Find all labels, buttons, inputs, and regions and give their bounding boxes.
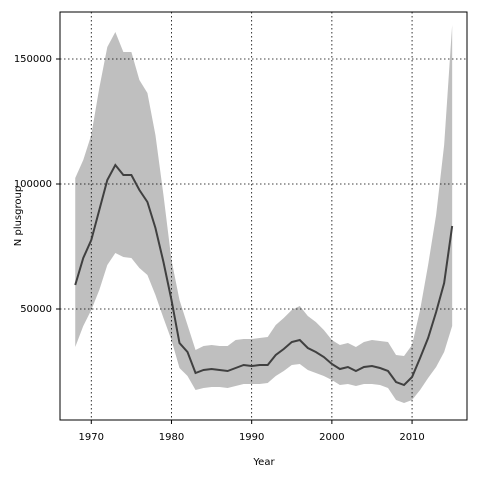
x-axis-label: Year <box>252 457 275 468</box>
x-tick-label: 1970 <box>79 432 104 443</box>
confidence-band <box>75 25 453 403</box>
x-tick-label: 1980 <box>159 432 184 443</box>
plot-frame <box>59 11 468 421</box>
y-axis-label: N plusgroup <box>13 186 24 246</box>
x-tick-label: 2010 <box>399 432 424 443</box>
y-tick-label: 50000 <box>20 304 52 315</box>
x-tick-label: 2000 <box>319 432 344 443</box>
y-tick-label: 100000 <box>14 179 52 190</box>
y-tick-label: 150000 <box>14 54 52 65</box>
line <box>74 163 454 387</box>
x-tick-label: 1990 <box>239 432 264 443</box>
